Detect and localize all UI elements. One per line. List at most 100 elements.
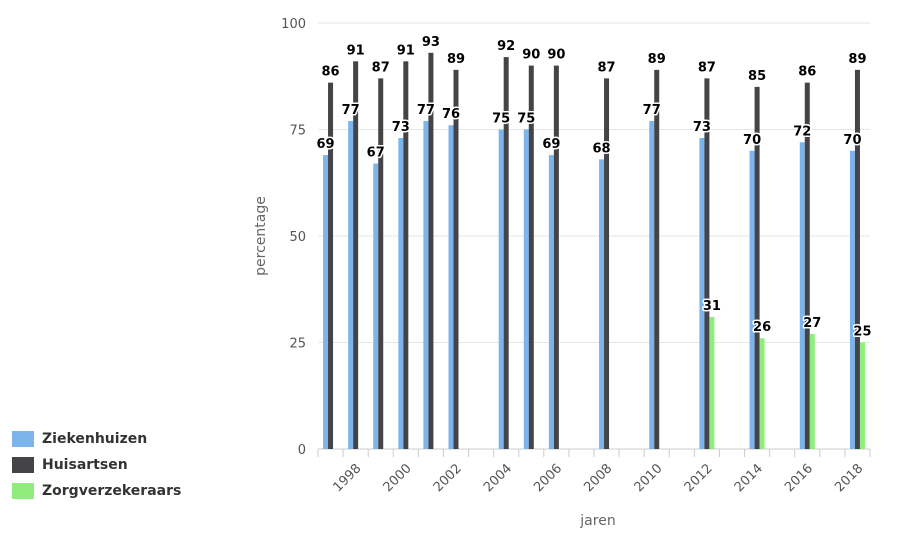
x-tick-label: 2008	[581, 461, 615, 495]
data-label: 91	[397, 43, 415, 58]
x-tick-label: 2000	[381, 461, 415, 495]
bar-ziekenhuizen-2000[interactable]	[398, 138, 404, 449]
bar-ziekenhuizen-2004[interactable]	[498, 129, 504, 450]
y-tick-label: 50	[289, 230, 306, 245]
data-label: 90	[547, 48, 565, 63]
legend-item-huisartsen[interactable]: Huisartsen	[12, 452, 181, 478]
bars	[323, 52, 865, 450]
legend-label: Ziekenhuizen	[42, 431, 148, 447]
bar-ziekenhuizen-1999[interactable]	[373, 163, 379, 449]
data-label: 89	[447, 52, 465, 67]
x-tick-label: 2016	[782, 461, 816, 495]
y-axis-title: percentage	[253, 196, 269, 276]
data-label: 68	[592, 141, 610, 156]
bar-ziekenhuizen-2001[interactable]	[423, 120, 429, 449]
bar-huisartsen-1999[interactable]	[378, 78, 384, 449]
x-tick-label: 2004	[481, 461, 515, 495]
legend-label: Zorgverzekeraars	[42, 483, 182, 499]
bar-ziekenhuizen-2016[interactable]	[799, 142, 805, 449]
legend-item-zorgverzekeraars[interactable]: Zorgverzekeraars	[12, 478, 181, 504]
bar-ziekenhuizen-1997[interactable]	[323, 155, 329, 449]
data-label: 87	[372, 60, 390, 75]
legend-swatch	[12, 431, 34, 447]
data-label: 85	[748, 69, 766, 84]
data-label: 75	[492, 112, 510, 127]
legend-swatch	[12, 457, 34, 473]
y-tick-label: 0	[298, 443, 306, 458]
x-tick-label: 2012	[682, 461, 716, 495]
bar-huisartsen-2000[interactable]	[403, 61, 409, 450]
bar-zorgverzekeraars-2014[interactable]	[759, 338, 765, 449]
data-label: 86	[798, 65, 816, 80]
bar-ziekenhuizen-2006[interactable]	[548, 155, 554, 449]
data-label: 86	[321, 65, 339, 80]
data-label: 91	[347, 43, 365, 58]
bar-huisartsen-2016[interactable]	[804, 82, 810, 449]
bar-ziekenhuizen-2010[interactable]	[649, 120, 655, 449]
gridlines	[318, 22, 870, 450]
data-labels: 69 86 77 91 67 87 73 91 77 93 76 89 75 92 75 90 69 90 68 87…	[315, 33, 873, 341]
data-label: 77	[417, 103, 435, 118]
data-label: 69	[316, 137, 334, 152]
bar-huisartsen-2005[interactable]	[528, 65, 534, 449]
bar-huisartsen-2014[interactable]	[754, 86, 760, 450]
data-label: 89	[648, 52, 666, 67]
data-label: 89	[848, 52, 866, 67]
data-label: 67	[367, 146, 385, 161]
x-tick-label: 2014	[732, 461, 766, 495]
bar-ziekenhuizen-2012[interactable]	[699, 138, 705, 449]
bar-huisartsen-2018[interactable]	[854, 69, 860, 450]
bar-huisartsen-1997[interactable]	[328, 82, 334, 449]
bar-huisartsen-2008[interactable]	[604, 78, 610, 449]
data-label: 69	[542, 137, 560, 152]
data-label: 92	[497, 39, 515, 54]
x-tick-label: 2006	[531, 461, 565, 495]
bar-huisartsen-2001[interactable]	[428, 52, 434, 449]
data-label: 25	[853, 325, 871, 340]
bar-huisartsen-2010[interactable]	[654, 69, 660, 450]
data-label: 73	[392, 120, 410, 135]
data-label: 90	[522, 48, 540, 63]
bar-zorgverzekeraars-2016[interactable]	[809, 333, 815, 449]
bar-zorgverzekeraars-2012[interactable]	[709, 316, 715, 449]
data-label: 27	[803, 316, 821, 331]
x-tick-label: 2010	[632, 461, 666, 495]
bar-huisartsen-2012[interactable]	[704, 78, 710, 449]
bar-ziekenhuizen-2008[interactable]	[599, 159, 605, 449]
x-tick-label: 2002	[431, 461, 465, 495]
bar-huisartsen-1998[interactable]	[353, 61, 359, 450]
data-label: 70	[743, 133, 761, 148]
bar-huisartsen-2006[interactable]	[553, 65, 559, 449]
legend: Ziekenhuizen Huisartsen Zorgverzekeraars	[12, 426, 181, 504]
legend-item-ziekenhuizen[interactable]: Ziekenhuizen	[12, 426, 181, 452]
x-axis-title: jaren	[579, 513, 615, 529]
data-label: 73	[693, 120, 711, 135]
y-axis-ticks: 0 25 50 75 100	[281, 17, 306, 458]
data-label: 77	[342, 103, 360, 118]
data-label: 93	[422, 35, 440, 50]
x-tick-label: 1998	[330, 461, 364, 495]
y-tick-label: 75	[289, 124, 306, 139]
data-label: 77	[643, 103, 661, 118]
y-tick-label: 25	[289, 337, 306, 352]
y-tick-label: 100	[281, 17, 306, 32]
data-label: 31	[703, 299, 721, 314]
data-label: 26	[753, 320, 771, 335]
bar-ziekenhuizen-2018[interactable]	[849, 150, 855, 450]
bar-ziekenhuizen-2014[interactable]	[749, 150, 755, 450]
legend-swatch	[12, 483, 34, 499]
x-axis: 1998 2000 2002 2004 2006 2008 2010 2012 2014 2016…	[317, 449, 871, 495]
bar-zorgverzekeraars-2018[interactable]	[859, 342, 865, 450]
x-tick-label: 2018	[832, 461, 866, 495]
data-label: 76	[442, 107, 460, 122]
bar-ziekenhuizen-2005[interactable]	[523, 129, 529, 450]
data-label: 87	[698, 60, 716, 75]
bar-ziekenhuizen-2002[interactable]	[448, 125, 454, 450]
bar-huisartsen-2004[interactable]	[503, 57, 509, 450]
legend-label: Huisartsen	[42, 457, 128, 473]
bar-ziekenhuizen-1998[interactable]	[348, 120, 354, 449]
data-label: 72	[793, 124, 811, 139]
bar-huisartsen-2002[interactable]	[453, 69, 459, 450]
data-label: 87	[597, 60, 615, 75]
